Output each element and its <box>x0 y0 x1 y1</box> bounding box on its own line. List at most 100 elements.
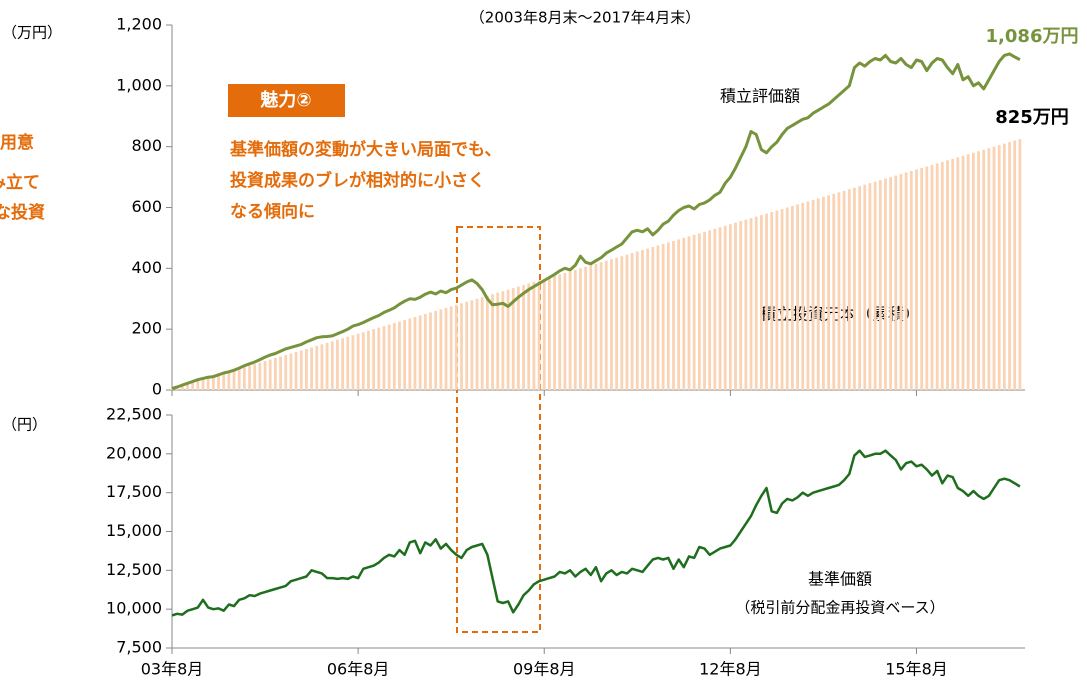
bar <box>589 265 593 390</box>
bar <box>191 382 195 390</box>
bar <box>279 356 282 390</box>
bar <box>320 344 324 390</box>
bar <box>284 355 288 390</box>
bar <box>806 201 810 390</box>
bar <box>206 377 210 390</box>
y-tick-label: 17,500 <box>106 482 162 501</box>
bar <box>847 189 851 390</box>
y-tick-label: 22,500 <box>106 405 162 424</box>
y-tick-label: 12,500 <box>106 560 162 579</box>
bar <box>222 373 226 390</box>
bar <box>791 205 794 390</box>
bar <box>336 339 339 390</box>
bar <box>511 288 515 390</box>
bar <box>873 181 877 390</box>
bar <box>925 166 929 390</box>
bar <box>501 291 505 390</box>
bar <box>734 222 737 390</box>
bar <box>889 177 893 390</box>
bar <box>325 342 329 390</box>
bar <box>832 193 836 390</box>
bar <box>956 157 960 390</box>
bar <box>196 380 200 390</box>
bar <box>1002 143 1006 390</box>
bar <box>915 169 918 390</box>
bar <box>853 187 856 390</box>
bar <box>780 209 784 390</box>
bar <box>687 236 691 390</box>
y-tick-label: 1,200 <box>116 15 162 34</box>
y-tick-label: 800 <box>131 136 162 155</box>
x-tick-label: 06年8月 <box>327 660 390 679</box>
bar <box>816 198 820 390</box>
bar <box>940 161 944 390</box>
x-tick-label: 12年8月 <box>699 660 762 679</box>
bar <box>739 221 743 390</box>
bar <box>563 272 567 390</box>
bar <box>615 257 619 390</box>
bar <box>878 180 882 390</box>
y-axis-label: （円） <box>2 416 47 434</box>
bar <box>982 149 986 390</box>
bar <box>382 326 386 390</box>
callout-text: 基準価額の変動が大きい局面でも、 <box>229 139 502 160</box>
bar <box>351 335 355 390</box>
y-tick-label: 7,500 <box>116 638 162 657</box>
bar <box>961 155 965 390</box>
bar <box>398 321 401 390</box>
bar <box>935 163 939 390</box>
bar <box>837 192 841 390</box>
bar <box>413 317 417 390</box>
bar <box>1013 140 1017 390</box>
bar <box>568 271 572 390</box>
bar <box>749 218 753 390</box>
fragment-text: 用意 <box>0 132 34 153</box>
bar <box>367 330 370 390</box>
bar <box>170 388 174 390</box>
bar <box>672 240 675 390</box>
bar <box>987 148 991 390</box>
bar <box>646 248 650 390</box>
line-series <box>171 52 1021 390</box>
bar <box>294 351 298 390</box>
bar <box>454 304 458 390</box>
bar <box>573 269 577 390</box>
callout-badge-bg <box>228 84 345 117</box>
bar <box>475 298 479 390</box>
bar <box>966 154 970 390</box>
bar <box>491 294 494 390</box>
bar <box>930 164 934 390</box>
bar <box>604 260 608 390</box>
bar <box>920 167 924 390</box>
bar <box>263 361 267 390</box>
bar <box>485 295 489 390</box>
bar <box>361 332 365 390</box>
bar <box>553 275 556 390</box>
y-tick-label: 200 <box>131 319 162 338</box>
bar <box>496 292 500 390</box>
chart-subtitle: （2003年8月末～2017年4月末） <box>470 9 700 27</box>
series-label: 基準価額 <box>808 570 872 589</box>
bar <box>744 219 748 390</box>
bar <box>977 151 980 390</box>
bar <box>635 251 639 390</box>
bar <box>630 253 634 390</box>
y-tick-label: 400 <box>131 258 162 277</box>
x-tick-label: 09年8月 <box>513 660 576 679</box>
fragment-text: な投資 <box>0 202 45 223</box>
bar <box>951 158 955 390</box>
bar <box>656 245 660 390</box>
bar <box>217 374 220 390</box>
bar <box>299 350 303 390</box>
bar <box>237 368 241 390</box>
bar <box>341 338 345 390</box>
bar <box>718 227 722 390</box>
bar <box>594 263 598 390</box>
y-axis-label: （万円） <box>2 24 62 42</box>
line-series <box>171 449 1021 617</box>
callout-text: なる傾向に <box>230 201 315 222</box>
bar <box>842 190 846 390</box>
bar <box>1018 139 1022 390</box>
bar <box>449 306 453 390</box>
y-tick-label: 15,000 <box>106 521 162 540</box>
